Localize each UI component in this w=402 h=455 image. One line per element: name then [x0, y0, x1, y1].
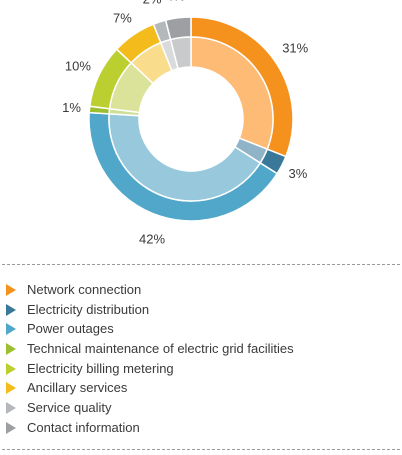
legend-item-network-connection: Network connection — [6, 280, 294, 300]
legend-marker-triangle-icon — [6, 401, 16, 414]
legend-item-power-outages: Power outages — [6, 319, 294, 339]
value-label-service-quality: 2% — [143, 0, 162, 7]
legend-top-divider — [2, 264, 400, 265]
value-label-electricity-distribution: 3% — [289, 166, 308, 181]
legend-label: Technical maintenance of electric grid f… — [27, 341, 294, 357]
legend-label: Service quality — [27, 400, 112, 416]
slice-inner-network-connection — [190, 36, 274, 151]
legend-marker-triangle-icon — [6, 323, 16, 336]
legend-item-service-quality: Service quality — [6, 398, 294, 418]
legend-label: Electricity billing metering — [27, 360, 174, 376]
value-label-electricity-billing-metering: 10% — [65, 58, 91, 73]
slice-inner-power-outages — [108, 113, 262, 202]
legend-label: Network connection — [27, 282, 142, 297]
legend-bottom-divider — [2, 449, 400, 450]
slice-outer-contact-information — [164, 16, 192, 41]
legend-label: Electricity distribution — [27, 301, 150, 317]
legend-label: Ancillary services — [27, 380, 128, 396]
legend-item-contact-information: Contact information — [6, 418, 294, 438]
value-label-network-connection: 31% — [282, 41, 308, 56]
chart-legend: Network connection Electricity distributi… — [6, 280, 294, 438]
legend-item-electricity-distribution: Electricity distribution — [6, 300, 294, 320]
slice-inner-contact-information — [169, 36, 192, 70]
legend-item-ancillary-services: Ancillary services — [6, 378, 294, 398]
legend-marker-triangle-icon — [6, 362, 16, 375]
value-label-ancillary-services: 7% — [113, 11, 132, 26]
legend-marker-triangle-icon — [6, 283, 16, 296]
legend-label: Power outages — [27, 321, 114, 337]
legend-marker-triangle-icon — [6, 342, 16, 355]
legend-label: Contact information — [27, 419, 140, 435]
value-label-technical-maintenance-of-electric-grid-facilities: 1% — [62, 100, 81, 115]
legend-item-electricity-billing-metering: Electricity billing metering — [6, 359, 294, 379]
legend-marker-triangle-icon — [6, 421, 16, 434]
legend-marker-triangle-icon — [6, 382, 16, 395]
legend-marker-triangle-icon — [6, 303, 16, 316]
donut-chart: 31% 3% 42% 1% 10% 7% 2% 4% — [62, 0, 309, 246]
value-label-power-outages: 42% — [139, 231, 165, 246]
value-label-contact-information: 4% — [166, 0, 185, 3]
legend-item-technical-maintenance-of-electric-grid-facilities: Technical maintenance of electric grid f… — [6, 339, 294, 359]
